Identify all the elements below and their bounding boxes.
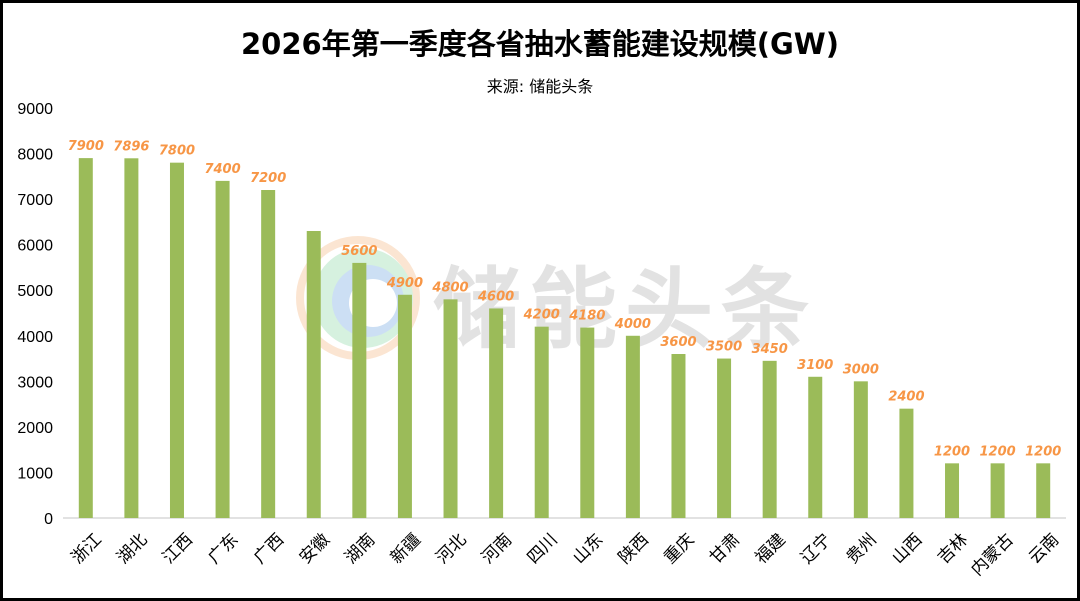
y-tick-label: 2000 bbox=[17, 420, 53, 437]
y-tick-label: 1000 bbox=[17, 465, 53, 482]
x-tick-label: 重庆 bbox=[660, 530, 698, 568]
x-tick-label: 江西 bbox=[159, 530, 197, 568]
bar-河北 bbox=[443, 299, 458, 518]
x-tick-label: 福建 bbox=[751, 530, 789, 568]
data-label: 4200 bbox=[523, 308, 560, 323]
data-label: 7800 bbox=[159, 144, 195, 159]
data-label: 7400 bbox=[204, 162, 240, 177]
x-tick-label: 云南 bbox=[1025, 530, 1063, 568]
x-tick-label: 河北 bbox=[432, 530, 470, 568]
data-label: 4000 bbox=[614, 317, 651, 332]
bar-吉林 bbox=[945, 463, 960, 518]
x-tick-label: 湖北 bbox=[113, 530, 151, 568]
bar-山东 bbox=[580, 327, 595, 518]
data-label: 1200 bbox=[934, 444, 970, 459]
x-tick-label: 湖南 bbox=[341, 530, 379, 568]
x-tick-label: 贵州 bbox=[843, 530, 881, 568]
data-label: 5600 bbox=[341, 244, 377, 259]
x-tick-label: 四川 bbox=[524, 530, 562, 568]
bar-陕西 bbox=[625, 335, 640, 518]
data-label: 4800 bbox=[431, 280, 468, 295]
data-label: 4900 bbox=[386, 276, 423, 291]
data-label: 3100 bbox=[797, 358, 833, 373]
bar-广西 bbox=[261, 190, 276, 518]
x-tick-label: 安徽 bbox=[296, 530, 334, 568]
chart-title: 2026年第一季度各省抽水蓄能建设规模(GW) bbox=[240, 27, 839, 61]
x-tick-label: 陕西 bbox=[615, 530, 653, 568]
y-tick-label: 4000 bbox=[17, 329, 53, 346]
bar-辽宁 bbox=[808, 376, 823, 518]
bar-江西 bbox=[169, 162, 184, 518]
data-label: 7896 bbox=[113, 139, 149, 154]
bar-四川 bbox=[534, 326, 549, 518]
bar-湖南 bbox=[352, 262, 367, 518]
data-label: 4180 bbox=[568, 309, 605, 324]
data-label: 2400 bbox=[888, 390, 924, 405]
x-tick-label: 甘肃 bbox=[706, 530, 744, 568]
bar-河南 bbox=[489, 308, 504, 518]
bar-重庆 bbox=[671, 354, 686, 518]
data-label: 7900 bbox=[68, 139, 104, 154]
y-tick-label: 3000 bbox=[17, 374, 53, 391]
x-tick-label: 吉林 bbox=[934, 530, 972, 568]
x-tick-label: 新疆 bbox=[387, 530, 425, 568]
data-label: 3600 bbox=[660, 335, 696, 350]
x-tick-label: 内蒙古 bbox=[967, 530, 1017, 580]
y-tick-label: 7000 bbox=[17, 192, 53, 209]
x-tick-label: 辽宁 bbox=[797, 530, 835, 568]
bar-新疆 bbox=[397, 294, 412, 518]
data-label: 3450 bbox=[752, 342, 788, 357]
bar-湖北 bbox=[124, 158, 139, 518]
data-label: 1200 bbox=[980, 444, 1016, 459]
data-label: 3500 bbox=[706, 340, 742, 355]
x-tick-label: 广西 bbox=[250, 530, 288, 568]
bar-chart: 0 1000 2000 3000 4000 5000 6000 7000 8000 9000 790… bbox=[17, 101, 1066, 580]
chart-subtitle: 来源: 储能头条 bbox=[486, 77, 594, 96]
bar-贵州 bbox=[853, 381, 868, 518]
x-tick-label: 山西 bbox=[888, 530, 926, 568]
y-tick-label: 6000 bbox=[17, 238, 53, 255]
y-tick-label: 5000 bbox=[17, 283, 53, 300]
bar-山西 bbox=[899, 408, 914, 518]
bar-安徽 bbox=[306, 231, 321, 518]
x-tick-label: 广东 bbox=[204, 530, 242, 568]
x-tick-label: 山东 bbox=[569, 530, 607, 568]
bar-广东 bbox=[215, 180, 230, 518]
bar-甘肃 bbox=[717, 358, 732, 518]
bar-云南 bbox=[1036, 463, 1051, 518]
bar-福建 bbox=[762, 360, 777, 518]
x-tick-label: 河南 bbox=[478, 530, 516, 568]
y-tick-label: 0 bbox=[44, 511, 53, 528]
data-label: 7200 bbox=[250, 171, 286, 186]
data-label: 4600 bbox=[477, 289, 514, 304]
data-label: 1200 bbox=[1025, 444, 1061, 459]
data-label: 3000 bbox=[843, 362, 879, 377]
bar-浙江 bbox=[78, 158, 93, 518]
x-tick-label: 浙江 bbox=[68, 530, 106, 568]
bar-内蒙古 bbox=[990, 463, 1005, 518]
y-tick-label: 8000 bbox=[17, 147, 53, 164]
y-tick-label: 9000 bbox=[17, 101, 53, 118]
